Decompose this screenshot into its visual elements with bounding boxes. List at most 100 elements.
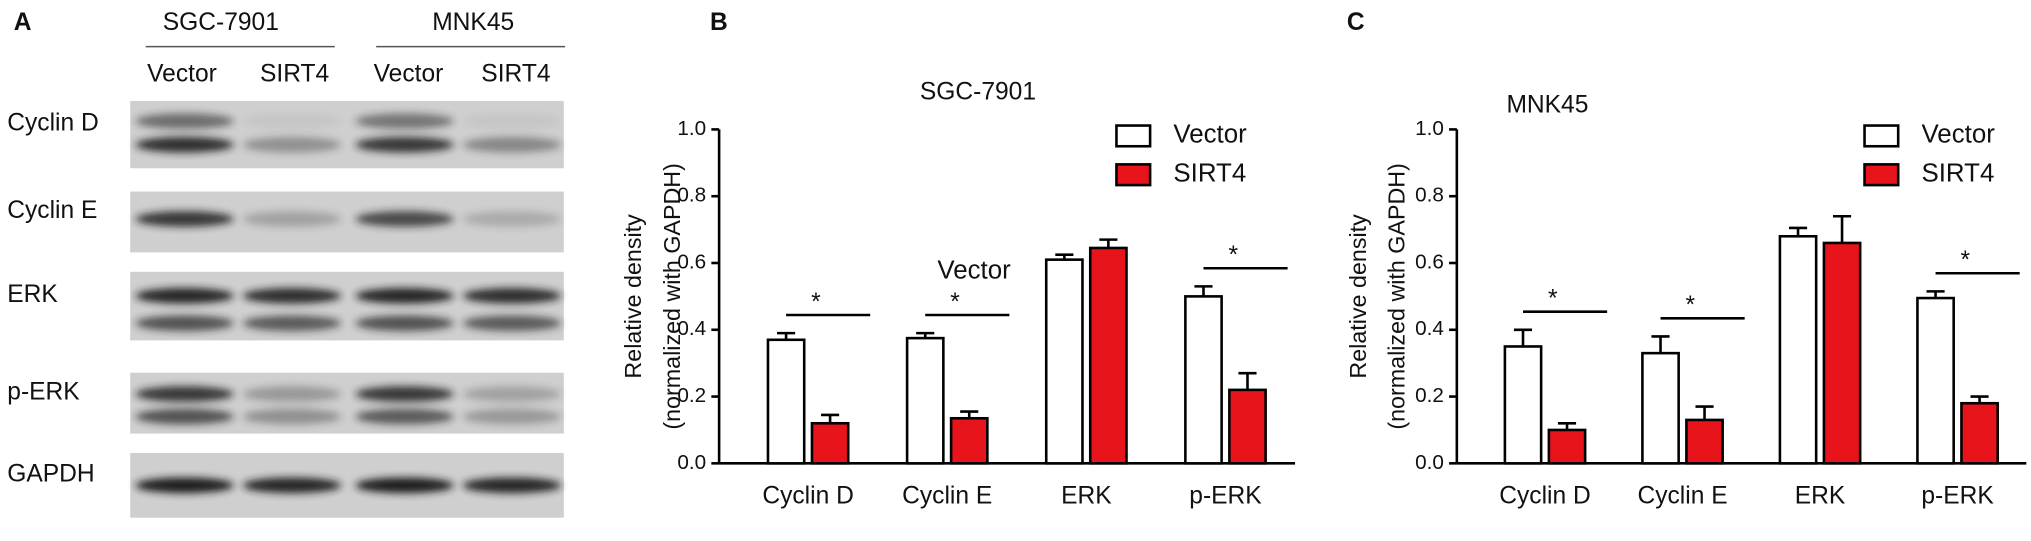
bar: [1916, 296, 1955, 465]
bar: [1960, 401, 1999, 465]
lane-label: SIRT4: [260, 61, 329, 88]
blot-band: [462, 288, 562, 304]
row-label: Cyclin E: [7, 197, 97, 224]
y-axis-label: Relative density: [620, 214, 646, 379]
error-bar: [1194, 285, 1213, 297]
blot-band: [242, 113, 342, 129]
significance-star: *: [811, 289, 821, 316]
bar: [905, 336, 945, 465]
legend-swatch: [1115, 163, 1152, 187]
bar: [1503, 345, 1543, 465]
y-axis-label: (normalized with GAPDH): [1384, 163, 1410, 430]
y-tick-label: 1.0: [677, 117, 706, 140]
x-tick-label: Cyclin E: [902, 482, 992, 509]
blot-band: [242, 315, 342, 332]
error-bar: [821, 413, 840, 424]
y-tick-label: 0.6: [1415, 250, 1444, 273]
bar-chart: C MNK45 Relative density (normalized with G…: [1345, 9, 2027, 509]
significance-star: *: [1686, 292, 1696, 319]
panel-label: A: [14, 9, 32, 36]
error-bar: [1651, 335, 1670, 354]
lane-label: Vector: [374, 61, 444, 88]
x-tick-label: Cyclin D: [1499, 482, 1591, 509]
legend-label: SIRT4: [1921, 160, 1994, 188]
blot-band: [242, 408, 342, 425]
blot-band: [355, 477, 454, 494]
blot-band: [355, 408, 454, 425]
panel-label: B: [710, 9, 728, 36]
blot-band: [355, 136, 454, 153]
legend-label: SIRT4: [1173, 160, 1246, 188]
y-axis-label: (normalized with GAPDH): [659, 163, 685, 430]
significance-star: *: [950, 289, 960, 316]
blot-strip: [130, 372, 564, 434]
blot-band: [462, 477, 562, 494]
y-tick-label: 0.8: [1415, 184, 1444, 207]
annotation: Vector: [937, 257, 1011, 285]
blot-band: [462, 315, 562, 332]
y-tick-label: 0.2: [677, 384, 706, 407]
blot-band: [242, 386, 342, 402]
blot-band: [462, 136, 562, 153]
bar: [810, 421, 850, 465]
y-tick-label: 0.4: [1415, 317, 1444, 340]
blot-band: [355, 288, 454, 304]
blot-band: [242, 211, 342, 227]
bar: [1685, 418, 1724, 465]
error-bar: [777, 331, 796, 340]
bar: [949, 416, 989, 465]
legend-label: Vector: [1921, 121, 1995, 149]
blot-band: [355, 315, 454, 332]
blot-band: [135, 288, 234, 304]
error-bar: [916, 331, 935, 339]
legend-swatch: [1115, 124, 1152, 148]
western-blot-panel: A SGC-7901 MNK45 Vector SIRT4 Vector SIR…: [7, 9, 566, 518]
row-label: GAPDH: [7, 460, 94, 487]
bar: [1088, 246, 1128, 465]
chart-title: MNK45: [1506, 92, 1588, 119]
x-tick-label: ERK: [1061, 482, 1112, 509]
blot-strip: [130, 100, 564, 169]
y-tick-label: 0.0: [677, 451, 706, 474]
blot-band: [462, 113, 562, 129]
bar-chart: B SGC-7901 Vector Relative density (normaliz…: [620, 9, 1296, 509]
bar: [1044, 258, 1084, 465]
error-bar: [1055, 253, 1074, 260]
error-bar: [1788, 226, 1808, 237]
blot-band: [135, 136, 234, 153]
y-tick-label: 0.4: [677, 317, 706, 340]
error-bar: [960, 410, 979, 419]
x-tick-label: p-ERK: [1921, 482, 1994, 509]
error-bar: [1832, 214, 1852, 243]
y-tick-label: 0.6: [677, 250, 706, 273]
significance-star: *: [1548, 286, 1558, 313]
error-bar: [1557, 421, 1577, 430]
row-label: Cyclin D: [7, 110, 99, 137]
blot-band: [135, 386, 234, 402]
bar: [1547, 428, 1587, 465]
bar: [1228, 388, 1267, 465]
cell-line-label: SGC-7901: [163, 9, 279, 36]
blot-band: [355, 211, 454, 227]
bar: [1184, 295, 1223, 465]
lane-label: SIRT4: [481, 61, 550, 88]
significance-star: *: [1228, 242, 1238, 269]
error-bar: [1513, 328, 1533, 347]
cell-line-label: MNK45: [432, 9, 514, 36]
error-bar: [1695, 405, 1714, 420]
bar: [1778, 234, 1818, 465]
blot-band: [242, 288, 342, 304]
blot-band: [242, 477, 342, 494]
blot-band: [135, 477, 234, 494]
error-bar: [1926, 290, 1945, 299]
bar: [766, 338, 806, 465]
blot-band: [355, 113, 454, 129]
blot-band: [462, 386, 562, 402]
x-tick-label: ERK: [1795, 482, 1846, 509]
significance-star: *: [1961, 247, 1971, 274]
blot-band: [135, 113, 234, 129]
y-tick-label: 0.2: [1415, 384, 1444, 407]
x-tick-label: Cyclin D: [762, 482, 853, 509]
x-tick-label: Cyclin E: [1637, 482, 1727, 509]
